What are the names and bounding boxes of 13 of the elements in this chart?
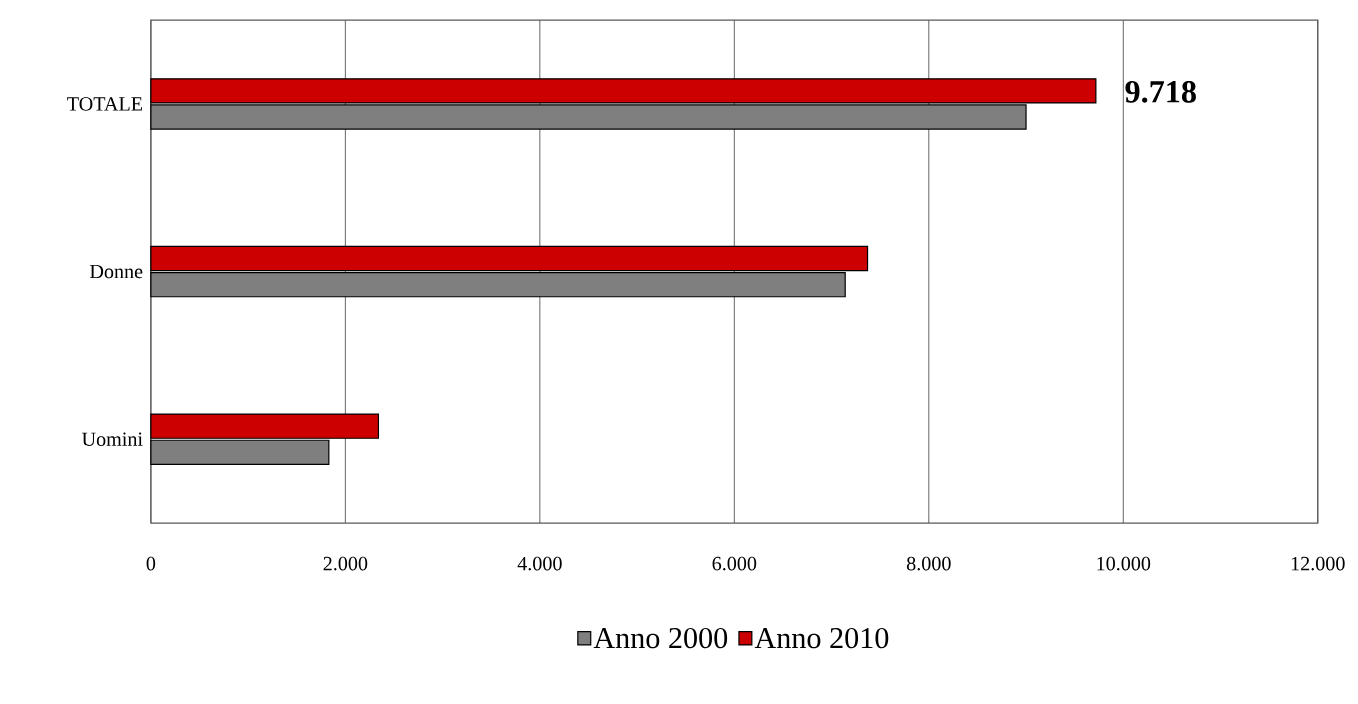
data-label: 9.718 — [1125, 80, 1196, 103]
x-tick-label: 2.000 — [323, 556, 368, 571]
x-tick-label: 10.000 — [1097, 556, 1151, 571]
x-tick-label: 12.000 — [1291, 556, 1345, 571]
y-tick-label: TOTALE — [67, 97, 143, 111]
y-tick-label: Donne — [89, 264, 143, 279]
y-tick-label: Uomini — [81, 432, 143, 446]
legend-label: Anno 2000 — [593, 627, 728, 649]
x-tick-label: 8.000 — [906, 556, 951, 571]
x-tick-label: 0 — [146, 556, 156, 571]
x-tick-label: 4.000 — [517, 556, 562, 571]
x-tick-label: 6.000 — [712, 556, 757, 571]
legend-label: Anno 2010 — [754, 627, 889, 649]
